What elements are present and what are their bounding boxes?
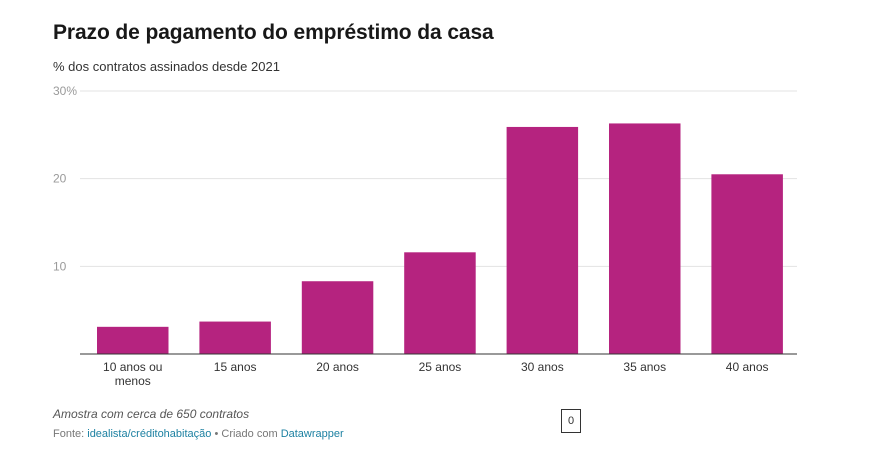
x-tick-label: 40 anos [726, 360, 769, 374]
x-tick-label-line: 25 anos [419, 360, 462, 374]
datawrapper-link[interactable]: Datawrapper [280, 428, 344, 440]
bar [97, 326, 169, 354]
x-tick-label: 15 anos [214, 360, 257, 374]
bar [506, 126, 579, 355]
x-tick-label-line: 30 anos [521, 360, 564, 374]
chart-title: Prazo de pagamento do empréstimo da casa [53, 21, 494, 44]
x-tick-label: 35 anos [623, 360, 666, 374]
source-line: Fonte: idealista/créditohabitação • Cria… [53, 428, 344, 440]
bar-chart: 30% 20 10 10 anos ou menos 15 anos 20 anos 25 a… [53, 84, 797, 388]
chart-subtitle: % dos contratos assinados desde 2021 [53, 59, 280, 74]
x-tick-label: 25 anos [419, 360, 462, 374]
y-tick-label: 30% [53, 84, 77, 98]
chart-notes: Amostra com cerca de 650 contratos [53, 407, 250, 421]
created-prefix: Criado com [221, 428, 278, 440]
source-link[interactable]: idealista/créditohabitação [87, 428, 212, 440]
counter-badge[interactable]: 0 [561, 409, 581, 433]
x-tick-label: 20 anos [316, 360, 359, 374]
bar [711, 174, 783, 354]
bar [609, 123, 681, 354]
x-tick-label-line: 10 anos ou [103, 360, 162, 374]
bar [404, 252, 476, 354]
source-prefix: Fonte: [53, 428, 85, 440]
x-tick-label: 30 anos [521, 360, 564, 374]
x-tick-label-line: 15 anos [214, 360, 257, 374]
x-tick-label: 10 anos ou menos [103, 360, 162, 388]
x-tick-label-line: 20 anos [316, 360, 359, 374]
x-tick-label-line: menos [115, 374, 151, 388]
y-tick-label: 10 [53, 259, 67, 273]
source-separator: • [214, 428, 219, 440]
y-tick-label: 20 [53, 172, 67, 186]
bar [199, 321, 271, 354]
x-tick-label-line: 35 anos [623, 360, 666, 374]
x-tick-label-line: 40 anos [726, 360, 769, 374]
bar [301, 281, 374, 354]
